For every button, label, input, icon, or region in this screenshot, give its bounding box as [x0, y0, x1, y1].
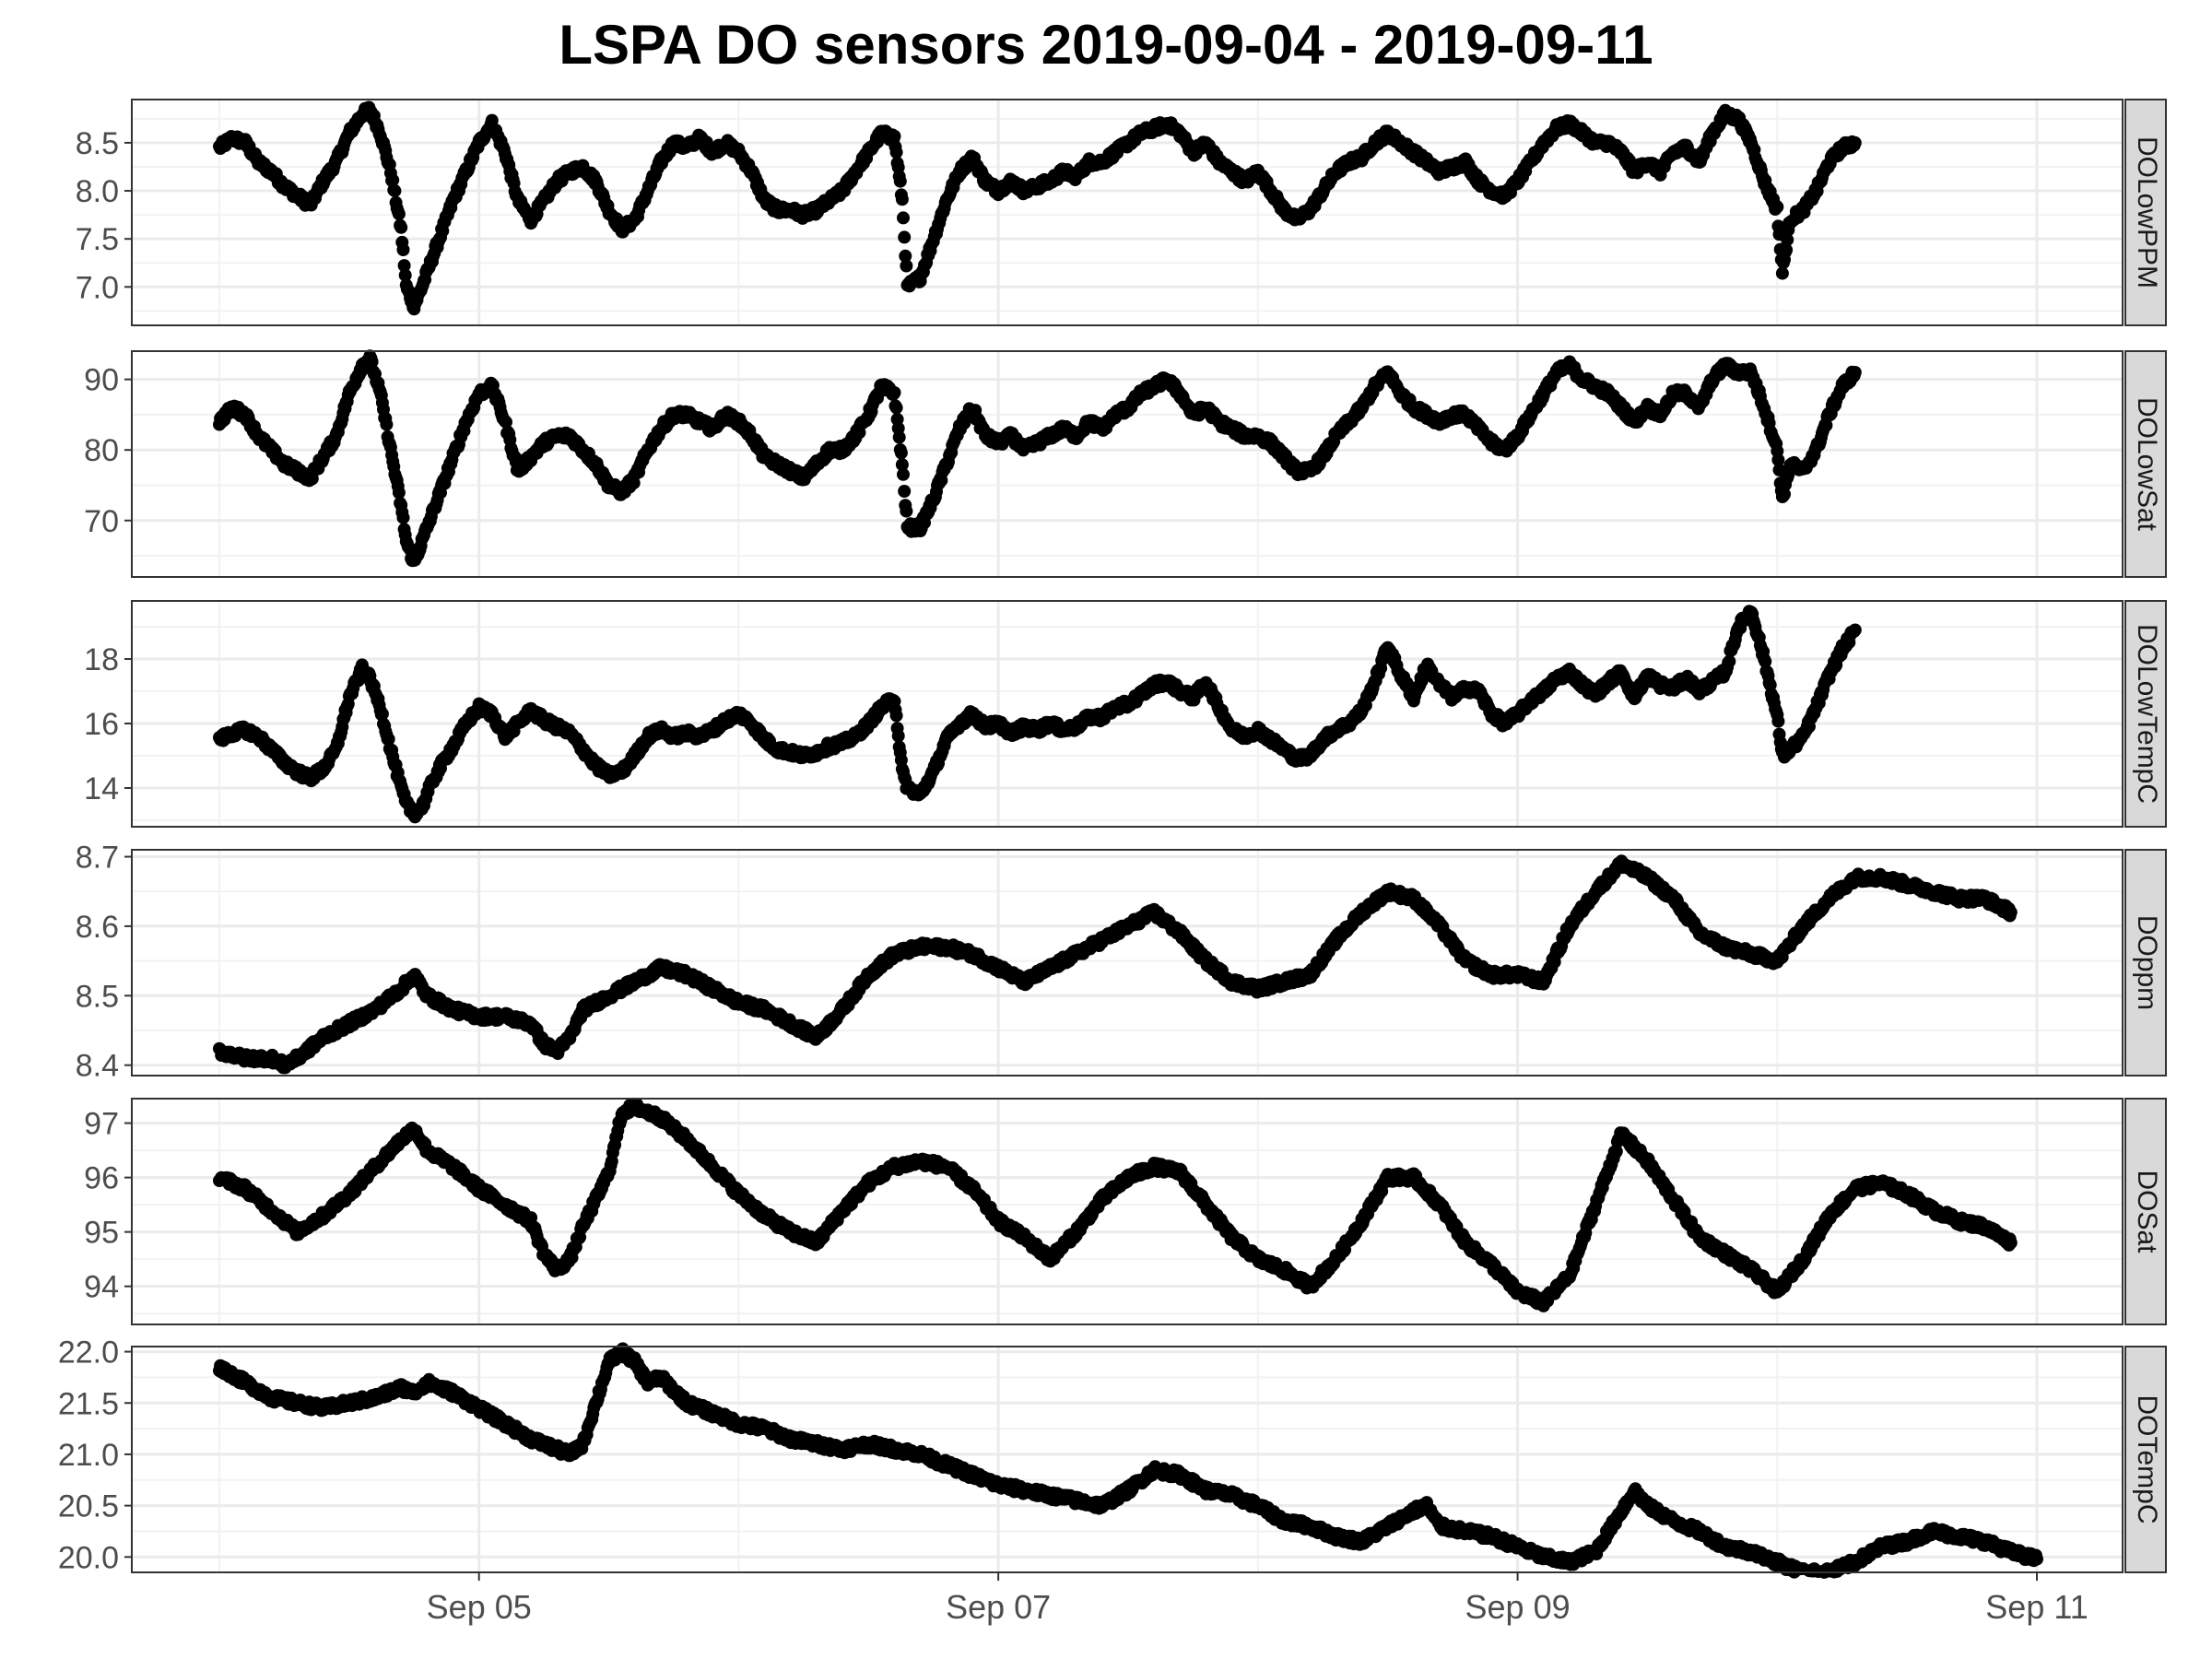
data-point [392, 486, 406, 500]
data-point [380, 418, 394, 431]
y-tick-label: 7.0 [76, 270, 119, 305]
data-point [897, 467, 910, 481]
data-point [898, 230, 912, 244]
data-point [1780, 243, 1794, 257]
data-point [388, 184, 402, 198]
data-point [500, 415, 512, 429]
facet-strip-label: DOLowTempC [2132, 624, 2162, 804]
data-point [894, 446, 908, 460]
data-point [1775, 266, 1789, 280]
data-point [898, 485, 912, 498]
y-tick-label: 70 [84, 504, 119, 539]
data-point [386, 173, 400, 187]
y-tick-label: 16 [84, 707, 119, 742]
panel-border [131, 350, 2124, 578]
facet-strip-label: DOLowPPM [2132, 136, 2162, 288]
data-point [888, 386, 901, 399]
data-point [893, 174, 907, 188]
data-point [899, 249, 912, 263]
data-point [900, 259, 913, 273]
data-point [1848, 623, 1862, 637]
y-tick-label: 7.5 [76, 222, 119, 257]
data-point [889, 709, 903, 723]
chart-title: LSPA DO sensors 2019-09-04 - 2019-09-11 [559, 14, 1653, 76]
data-point [1771, 200, 1784, 214]
facet-strip-label: DOLowSat [2132, 397, 2162, 532]
data-point [1771, 714, 1785, 728]
data-point [888, 129, 901, 143]
data-point [1848, 135, 1862, 149]
data-point [365, 355, 379, 369]
y-tick-label: 90 [84, 363, 119, 398]
data-point [392, 207, 406, 221]
y-tick-label: 18 [84, 642, 119, 677]
data-point [1781, 233, 1794, 247]
y-tick-label: 80 [84, 433, 119, 468]
data-point [892, 430, 906, 444]
facet-strip [2124, 99, 2167, 326]
data-point [889, 401, 903, 415]
data-point [900, 504, 913, 518]
data-point [891, 729, 905, 743]
data-point [396, 511, 410, 524]
data-point [398, 268, 412, 282]
y-tick-label: 14 [84, 771, 119, 806]
data-point [889, 146, 903, 159]
y-tick-label: 8.5 [76, 126, 119, 161]
data-point [397, 259, 411, 273]
y-tick-label: 8.0 [76, 174, 119, 209]
data-point [394, 220, 408, 234]
data-point [1848, 366, 1862, 379]
data-point [895, 193, 909, 206]
data-point [897, 211, 910, 225]
data-point [396, 243, 410, 256]
panel-border [131, 99, 2124, 326]
